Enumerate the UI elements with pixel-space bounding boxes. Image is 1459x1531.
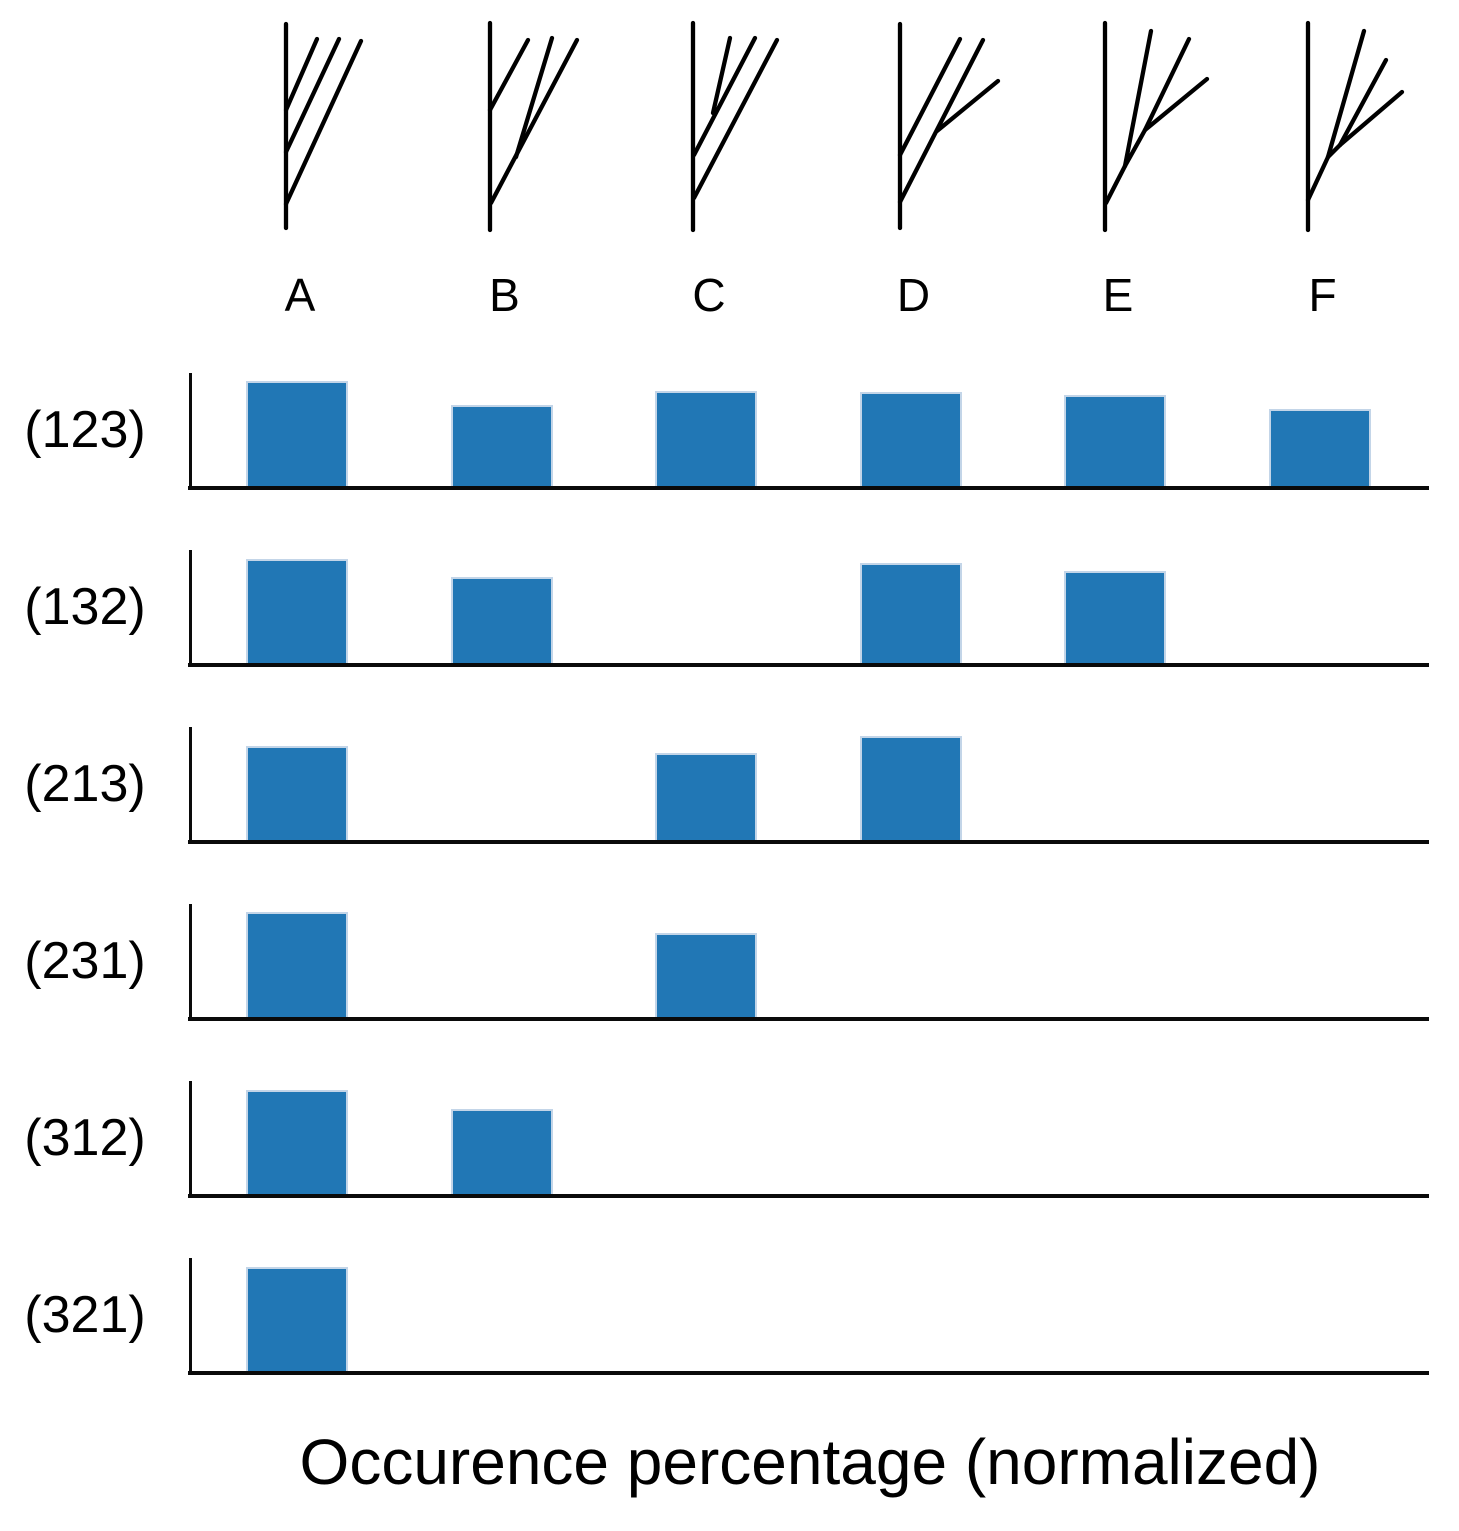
bar-132-B <box>450 577 553 666</box>
bar-231-A <box>246 912 348 1020</box>
bar-213-C <box>655 753 757 843</box>
x-axis-321 <box>188 1371 1429 1375</box>
tree-diagram-E <box>1102 20 1210 233</box>
tree-branch <box>283 36 342 155</box>
bar-213-D <box>859 736 962 843</box>
tree-branch <box>1122 28 1154 169</box>
bar-132-A <box>246 559 348 666</box>
tree-diagram-C <box>690 20 780 233</box>
bar-123-D <box>859 392 962 489</box>
tree-diagram-D <box>897 21 1001 231</box>
tree-branch <box>934 78 1001 134</box>
tree-diagram-A <box>283 21 364 231</box>
bar-123-F <box>1268 409 1371 489</box>
x-axis-213 <box>188 840 1429 844</box>
tree-branch <box>1142 36 1192 133</box>
x-axis-231 <box>188 1017 1429 1021</box>
bar-213-A <box>246 746 348 843</box>
tree-branch <box>1142 76 1210 133</box>
tree-branch <box>283 38 364 207</box>
tree-label-F: F <box>1308 269 1337 321</box>
tree-label-D: D <box>896 269 931 321</box>
tree-diagrams <box>283 20 1405 233</box>
row-label-231: (231) <box>24 932 146 990</box>
tree-branch <box>1325 28 1367 160</box>
bar-312-A <box>246 1090 348 1197</box>
tree-branch <box>1305 154 1331 203</box>
tree-diagram-F <box>1305 20 1405 233</box>
tree-branch <box>283 36 320 113</box>
x-axis-123 <box>188 486 1429 490</box>
tree-label-B: B <box>489 269 520 321</box>
bar-123-B <box>450 405 553 489</box>
bar-231-C <box>655 933 757 1020</box>
tree-branch <box>691 35 758 158</box>
y-axis-321 <box>189 1258 192 1375</box>
tree-branch <box>1103 163 1128 206</box>
tree-branch <box>897 37 986 205</box>
bar-132-D <box>859 563 962 666</box>
tree-branch <box>488 37 580 206</box>
tree-branch <box>897 36 963 158</box>
tree-branch <box>1325 142 1343 160</box>
row-label-123: (123) <box>24 401 146 459</box>
bar-321-A <box>246 1267 348 1374</box>
bar-123-A <box>246 381 348 489</box>
y-axis-213 <box>189 727 192 844</box>
bar-312-B <box>450 1109 553 1197</box>
y-axis-132 <box>189 550 192 667</box>
x-axis-title: Occurence percentage (normalized) <box>299 1426 1321 1498</box>
bar-123-C <box>655 391 757 489</box>
bar-132-E <box>1064 571 1166 666</box>
bar-123-E <box>1064 395 1166 489</box>
tree-branch <box>710 35 733 116</box>
row-label-312: (312) <box>24 1109 146 1167</box>
row-label-213: (213) <box>24 755 146 813</box>
tree-label-E: E <box>1102 269 1134 321</box>
x-axis-132 <box>188 663 1429 667</box>
x-axis-312 <box>188 1194 1429 1198</box>
tree-label-C: C <box>692 269 726 321</box>
tree-branch <box>1337 57 1389 148</box>
tree-branch <box>691 37 780 201</box>
tree-branch <box>487 37 531 113</box>
y-axis-231 <box>189 904 192 1021</box>
y-axis-123 <box>189 373 192 490</box>
tree-branch <box>513 35 555 160</box>
row-label-321: (321) <box>24 1286 146 1344</box>
tree-diagram-B <box>487 20 580 233</box>
tree-label-A: A <box>284 269 316 321</box>
row-label-132: (132) <box>24 578 146 636</box>
tree-branch <box>1337 89 1405 148</box>
tree-branch <box>1122 127 1148 169</box>
y-axis-312 <box>189 1081 192 1198</box>
